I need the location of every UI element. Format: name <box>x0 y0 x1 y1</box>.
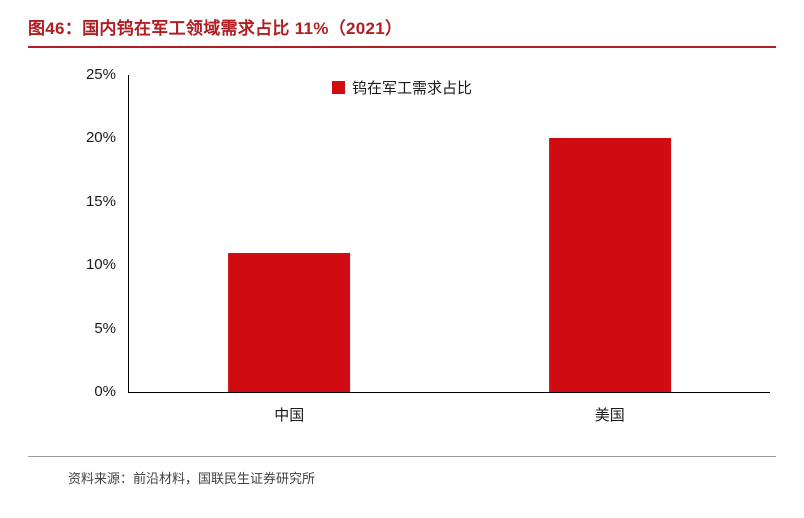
y-axis-tick-label: 20% <box>85 129 116 147</box>
x-axis-tick-label: 中国 <box>274 407 305 424</box>
y-axis-tick-label: 15% <box>85 192 116 210</box>
footer-divider <box>28 456 776 457</box>
title-underline <box>28 46 776 48</box>
bar-中国 <box>228 252 351 392</box>
bar-美国 <box>548 138 671 392</box>
figure-inner: 图46：国内钨在军工领域需求占比 11%（2021） 钨在军工需求占比 0% 5%… <box>0 14 804 487</box>
legend-label: 钨在军工需求占比 <box>351 80 473 97</box>
source-note: 资料来源：前沿材料，国联民生证券研究所 <box>68 471 316 486</box>
chart-title: 图46：国内钨在军工领域需求占比 11%（2021） <box>28 19 403 38</box>
y-axis-tick-label: 25% <box>85 66 116 83</box>
y-axis-tick-label: 5% <box>94 319 116 337</box>
y-axis-tick-label: 10% <box>85 256 116 274</box>
plot-area: 0% 5% 10% 15% 20% 25% 中国 美国 <box>86 67 770 424</box>
legend-swatch-icon <box>331 81 345 94</box>
chart-legend: 钨在军工需求占比 <box>331 77 473 98</box>
x-axis-tick-label: 美国 <box>594 407 625 424</box>
y-axis-tick-label: 0% <box>94 383 116 400</box>
bar-chart: 钨在军工需求占比 0% 5% 10% 15% 20% 25% 中国 美国 <box>28 53 776 428</box>
